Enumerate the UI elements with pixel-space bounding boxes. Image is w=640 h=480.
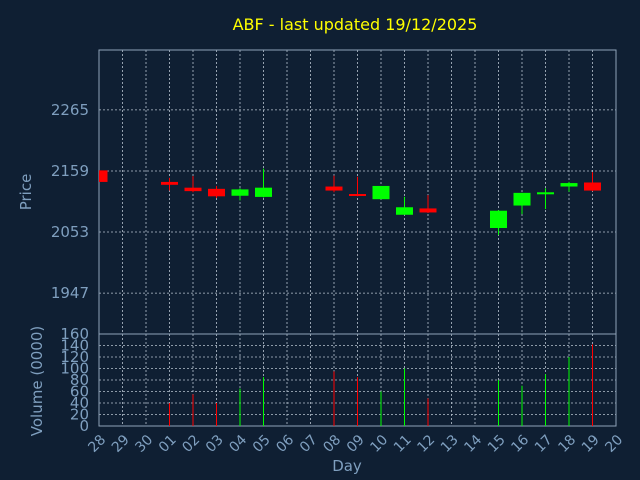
chart-title: ABF - last updated 19/12/2025 [233, 15, 478, 34]
candle-body [184, 187, 202, 192]
price-tick-label: 2265 [51, 101, 89, 119]
x-tick-label: 04 [226, 432, 250, 456]
candle-body [231, 189, 249, 196]
price-tick-label: 1947 [51, 284, 89, 302]
volume-tick-label: 160 [60, 325, 89, 343]
volume-tick-label: 80 [70, 371, 89, 389]
candle-body [208, 188, 225, 197]
x-tick-label: 08 [320, 432, 344, 456]
candle-body [349, 194, 366, 197]
x-tick-label: 13 [438, 432, 462, 456]
x-tick-label: 02 [179, 432, 203, 456]
candle-body [537, 192, 554, 195]
x-axis: 28 29 30 01 02 03 04 05 06 07 08 09 10 11 12 13 14 15 16 17… [85, 432, 626, 456]
x-tick-label: 03 [203, 432, 227, 456]
x-tick-label: 06 [273, 432, 297, 456]
candle-body [325, 186, 343, 191]
x-tick-label: 07 [297, 432, 321, 456]
volume-tick-label: 60 [70, 383, 89, 401]
candle-body [513, 192, 531, 206]
x-tick-label: 12 [414, 432, 438, 456]
price-tick-label: 2159 [51, 162, 89, 180]
volume-tick-label: 20 [70, 406, 89, 424]
x-tick-label: 10 [367, 432, 391, 456]
x-tick-label: 28 [85, 432, 109, 456]
volume-tick-label: 120 [60, 348, 89, 366]
x-tick-label: 16 [508, 432, 532, 456]
volume-tick-label: 140 [60, 337, 89, 355]
candle-body [255, 187, 272, 197]
x-tick-label: 05 [250, 432, 274, 456]
candle-body [396, 207, 413, 215]
x-tick-label: 09 [344, 432, 368, 456]
candle-body [372, 185, 390, 200]
volume-axis-label: Volume (0000) [28, 326, 46, 436]
volume-tick-label: 100 [60, 360, 89, 378]
candle-body [419, 208, 437, 213]
x-tick-label: 15 [485, 432, 509, 456]
x-tick-label: 19 [579, 432, 603, 456]
x-tick-label: 20 [602, 432, 626, 456]
candle-body [161, 181, 178, 185]
x-axis-label: Day [332, 457, 362, 475]
volume-tick-label: 40 [70, 394, 89, 412]
candle-body [584, 182, 601, 191]
candles [99, 168, 601, 235]
volume-tick-label: 0 [79, 417, 89, 435]
x-tick-label: 30 [132, 432, 156, 456]
x-tick-label: 17 [532, 432, 556, 456]
price-axis-label: Price [17, 174, 35, 211]
x-tick-label: 18 [555, 432, 579, 456]
x-tick-label: 14 [461, 432, 485, 456]
x-tick-label: 11 [391, 432, 415, 456]
candle-body [99, 170, 108, 182]
candle-body [490, 210, 507, 229]
price-tick-label: 2053 [51, 223, 89, 241]
price-panel: 1947 2053 2159 2265 [51, 49, 617, 335]
x-tick-label: 01 [156, 432, 180, 456]
x-tick-label: 29 [109, 432, 133, 456]
candle-body [560, 183, 578, 187]
